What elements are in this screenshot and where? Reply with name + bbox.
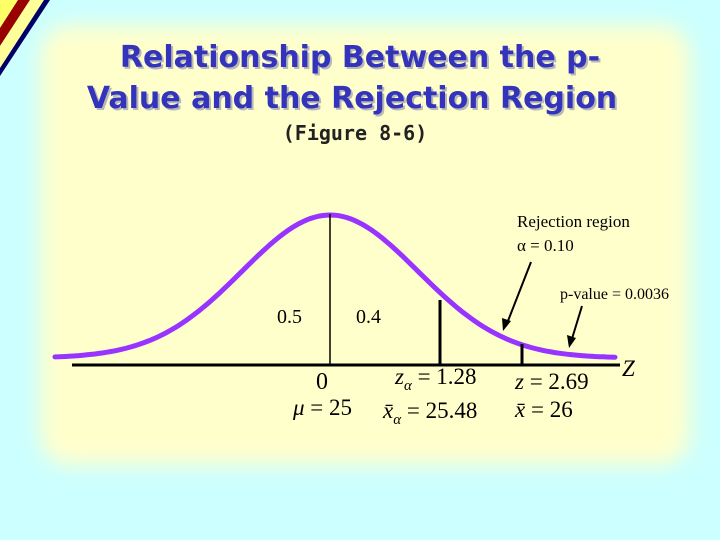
title-shadow: Relationship Between the p- xyxy=(122,42,602,77)
corner-stripe xyxy=(0,0,50,76)
annotation: p-value = 0.0036 xyxy=(560,286,669,303)
title: Relationship Between the p- xyxy=(120,40,600,75)
area-label: 0.5 xyxy=(277,306,302,328)
math-label: z = 2.69 xyxy=(514,369,589,394)
area-label: 0.4 xyxy=(356,306,381,328)
math-part: = 2.69 xyxy=(524,369,589,394)
math-labels: zα = 1.28μ = 25 x̄α = 25.48z = 2.69x̄ = 2… xyxy=(292,364,589,428)
axis-label: Z xyxy=(622,356,635,381)
math-label: x̄ = 26 xyxy=(514,397,573,422)
math-part: = 25 xyxy=(305,395,352,420)
annotation: Rejection region xyxy=(517,212,630,231)
math-part: α xyxy=(404,378,413,394)
math-part: α xyxy=(393,412,402,428)
arrowhead xyxy=(502,318,511,331)
math-part: = 26 xyxy=(525,397,572,422)
math-part: = 1.28 xyxy=(412,364,477,389)
math-label: zα = 1.28 xyxy=(394,364,477,394)
math-part: z xyxy=(394,364,404,389)
subtitle: (Figure 8-6) xyxy=(283,121,428,145)
arrowhead xyxy=(567,335,576,348)
arrow xyxy=(570,305,583,343)
panel xyxy=(40,25,690,465)
zero-label: 0 xyxy=(316,369,328,395)
math-part: z xyxy=(514,369,524,394)
math-part: x̄ xyxy=(514,397,526,422)
math-part: = 25.48 xyxy=(401,398,477,423)
title: Value and the Rejection Region xyxy=(87,81,617,116)
math-label: μ = 25 xyxy=(292,395,352,420)
math-part: x̄ xyxy=(382,398,394,423)
arrow xyxy=(505,261,532,327)
title-shadow: Value and the Rejection Region xyxy=(89,83,619,118)
annotation: α = 0.10 xyxy=(517,236,574,255)
math-label: x̄α = 25.48 xyxy=(382,398,477,428)
math-part: μ xyxy=(292,395,305,420)
